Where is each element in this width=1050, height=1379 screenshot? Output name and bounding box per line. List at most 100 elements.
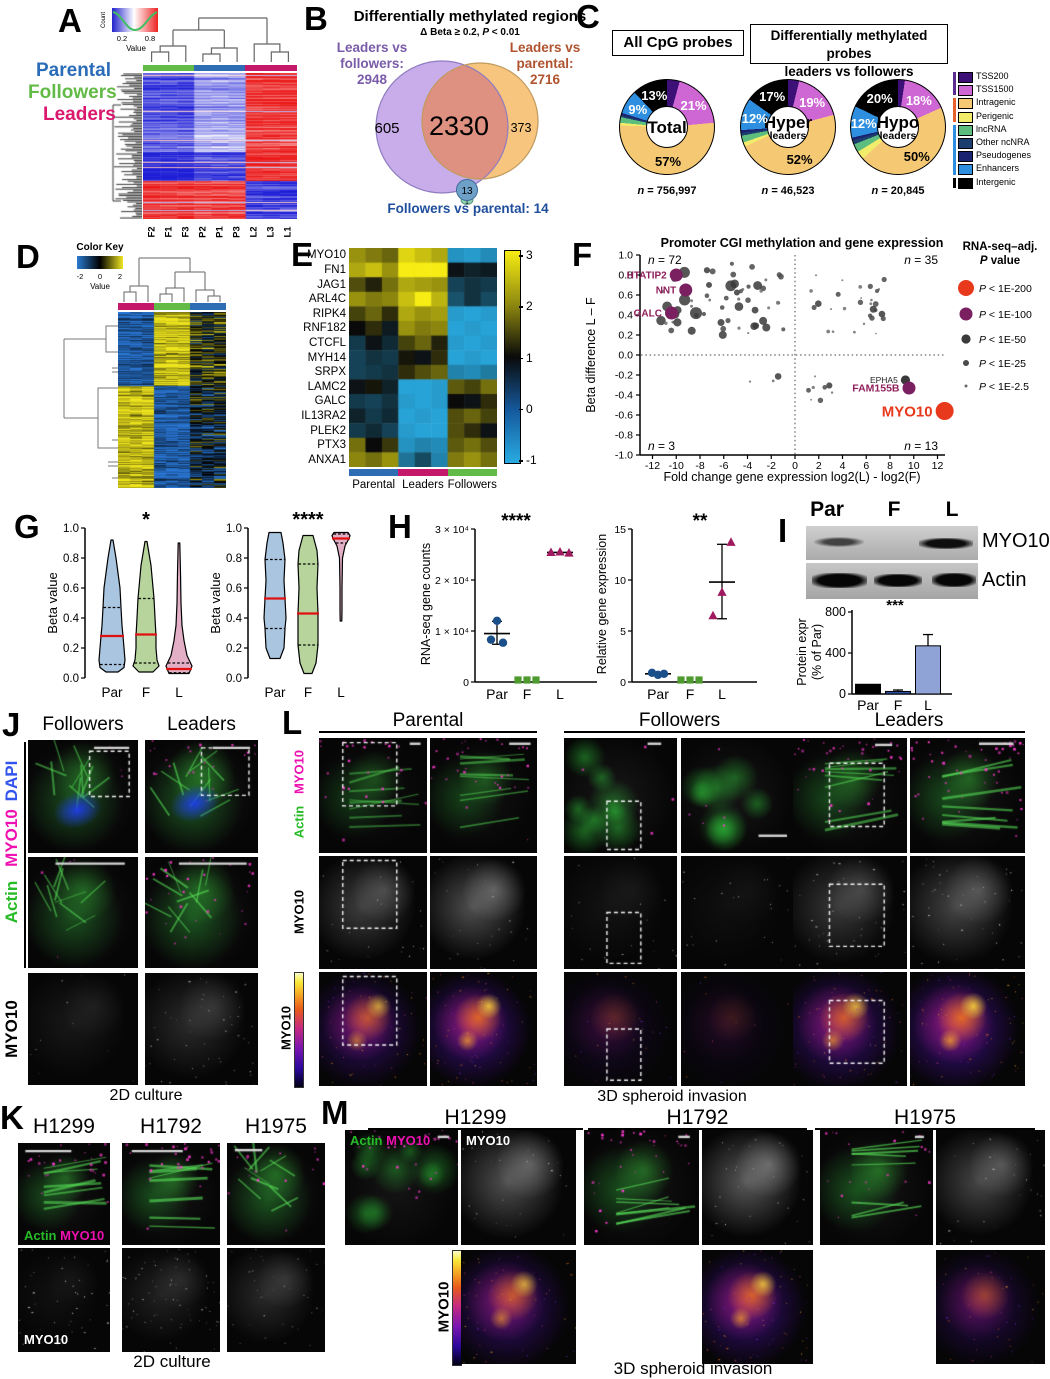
group-bar-parental-d xyxy=(190,303,226,310)
svg-text:L: L xyxy=(924,697,932,713)
quadrant-n-bottom_left: n = 3 xyxy=(648,439,675,453)
micrograph-k-4 xyxy=(122,1248,220,1352)
legend-group-bar xyxy=(953,72,956,96)
svg-text:-8: -8 xyxy=(695,460,704,472)
donut-center-label: Total xyxy=(647,118,687,137)
blot-band-actin-f xyxy=(874,574,922,587)
donut-pct-20%: 20% xyxy=(866,90,893,106)
svg-text:4: 4 xyxy=(840,460,846,472)
dendrogram-a-top xyxy=(151,17,289,62)
donut-pct-17%: 17% xyxy=(759,89,786,105)
svg-text:1.0: 1.0 xyxy=(226,523,242,535)
inner-label-actin-m: Actin xyxy=(350,1133,383,1148)
svg-text:Protein expr: Protein expr xyxy=(795,618,809,685)
svg-text:Par: Par xyxy=(647,686,669,702)
svg-text:RNA-seq–adj.: RNA-seq–adj. xyxy=(963,241,1038,253)
heatmap-a-col-P3: P3 xyxy=(231,226,243,238)
scatter-point-galc xyxy=(665,306,678,320)
scatter-ylabel: Beta difference L – F xyxy=(584,297,598,413)
panel-label-c: C xyxy=(576,0,600,35)
quadrant-n-bottom_right: n = 13 xyxy=(904,439,938,453)
colorbar-tick-mark xyxy=(519,306,523,308)
bar-par xyxy=(855,683,881,695)
micrograph-k-1 xyxy=(122,1143,220,1245)
donut-pct-57%: 57% xyxy=(655,154,682,170)
legend-group-bar xyxy=(953,177,956,188)
dendrogram-a-left xyxy=(111,73,142,219)
legend-dot-3 xyxy=(963,360,969,366)
svg-text:1.0: 1.0 xyxy=(618,250,633,262)
venn-diagram: 1 605 2330 373 13 xyxy=(374,60,539,206)
svg-text:F: F xyxy=(304,685,312,700)
caption-2d-culture-k: 2D culture xyxy=(133,1352,211,1371)
svg-text:0.4: 0.4 xyxy=(63,613,80,625)
scatter-label-htatip2: HTATIP2 xyxy=(627,271,668,282)
micrograph-k-5 xyxy=(227,1248,325,1352)
svg-text:0.2: 0.2 xyxy=(618,330,633,342)
heatmap-a-col-L2: L2 xyxy=(248,226,260,238)
donut-center-label: Hyper xyxy=(763,113,813,132)
western-blot-myo10 xyxy=(806,526,978,560)
svg-text:*: * xyxy=(142,509,150,531)
violin-par xyxy=(98,539,126,673)
gene-label-anxa1: ANXA1 xyxy=(308,453,346,466)
micrograph-l-2 xyxy=(564,738,677,853)
panel-label-d: D xyxy=(16,238,40,275)
blot-band-myo10-l xyxy=(919,538,973,549)
svg-text:Beta value: Beta value xyxy=(208,572,223,633)
donut-hole xyxy=(646,106,688,148)
channel-label-myo10: MYO10 xyxy=(2,809,21,867)
svg-text:1.0: 1.0 xyxy=(63,523,79,535)
blot-lane-label-l: L xyxy=(945,498,959,521)
svg-text:3 × 10⁴: 3 × 10⁴ xyxy=(435,524,469,536)
column-header-leaders: Leaders xyxy=(167,714,236,735)
protein-bar-chart: 0 400 800 Protein expr (% of Par) Par F L *** xyxy=(795,598,952,713)
svg-text:5: 5 xyxy=(620,626,626,638)
svg-text:0.6: 0.6 xyxy=(618,290,633,302)
svg-text:****: **** xyxy=(292,509,323,531)
blot-band-actin-par xyxy=(812,573,867,588)
channel-label-actin-l: Actin xyxy=(291,805,307,839)
svg-text:0.8: 0.8 xyxy=(63,553,79,565)
column-header-h1975: H1975 xyxy=(894,1106,956,1129)
heatmap-a-legend-followers: Followers xyxy=(28,82,117,103)
scatter-point-htatip2 xyxy=(669,268,683,282)
inner-label-myo10-gray-k: MYO10 xyxy=(24,1332,69,1347)
svg-text:-10: -10 xyxy=(669,460,684,472)
svg-text:-6: -6 xyxy=(719,460,728,472)
svg-text:0.0: 0.0 xyxy=(618,350,633,362)
svg-text:-12: -12 xyxy=(645,460,660,472)
svg-text:0.6: 0.6 xyxy=(63,583,79,595)
colorbar-tick-mark xyxy=(519,357,523,359)
svg-text:F: F xyxy=(686,686,695,702)
panel-label-h: H xyxy=(388,508,412,545)
micrograph-j-0 xyxy=(28,740,138,853)
scatter-title: Promoter CGI methylation and gene expres… xyxy=(660,236,944,250)
micrograph-l-16 xyxy=(793,972,907,1086)
micrograph-l-11 xyxy=(910,856,1025,969)
micrograph-l-13 xyxy=(430,972,537,1086)
svg-text:-0.2: -0.2 xyxy=(615,370,633,382)
channel-label-myo10-fire-l: MYO10 xyxy=(278,1005,294,1051)
heatmap-e-grouplabel-followers: Followers xyxy=(447,479,497,491)
donut-box-dmp-line2: leaders vs followers xyxy=(784,63,914,79)
column-header-underline xyxy=(564,731,795,733)
donut-pct-21%: 21% xyxy=(680,97,707,113)
heatmap-e-groupbar-followers xyxy=(447,469,497,476)
micrograph-l-8 xyxy=(564,856,677,969)
scatter-label-epha5: EPHA5 xyxy=(870,375,898,385)
heatmap-e xyxy=(349,248,497,467)
svg-text:-0.6: -0.6 xyxy=(615,410,633,422)
column-header-underline xyxy=(319,731,537,733)
donut-n-label: n = 20,845 xyxy=(871,185,925,197)
legend-swatch-perigenic xyxy=(958,111,973,123)
heatmap-d xyxy=(118,312,226,488)
svg-text:0.4: 0.4 xyxy=(618,310,633,322)
colorkey-tick: 0.8 xyxy=(144,34,156,43)
scatter-label-fam155b: FAM155B xyxy=(852,383,900,395)
svg-text:0: 0 xyxy=(839,687,846,701)
donut-center-sublabel: leaders xyxy=(769,130,807,142)
venn-right-label-line: Leaders vs xyxy=(509,40,581,55)
svg-text:0.0: 0.0 xyxy=(226,673,242,685)
